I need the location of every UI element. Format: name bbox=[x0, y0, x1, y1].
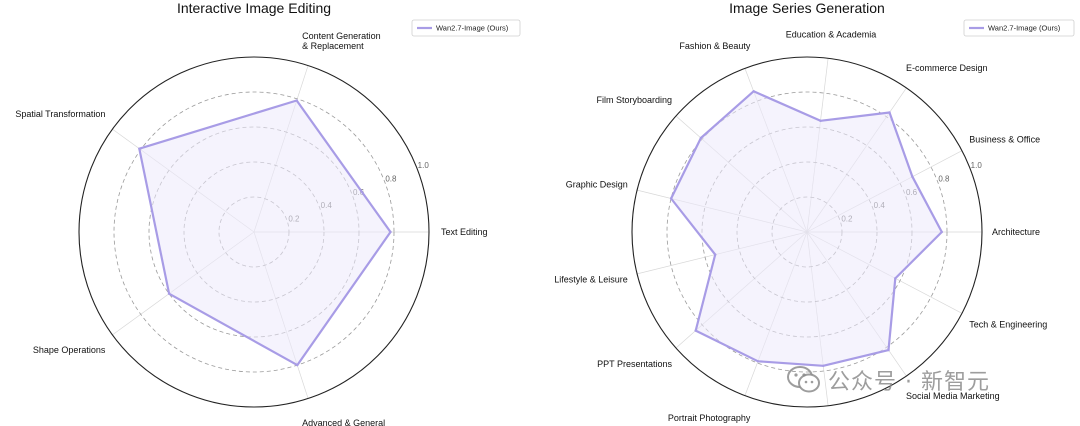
category-label-publishing-and-media: Publishing & Media bbox=[792, 425, 869, 426]
data-point bbox=[669, 197, 673, 200]
legend: Wan2.7-Image (Ours) bbox=[963, 19, 1075, 37]
data-point bbox=[940, 230, 943, 234]
data-point bbox=[389, 230, 392, 234]
legend-label: Wan2.7-Image (Ours) bbox=[436, 24, 509, 33]
data-point bbox=[699, 136, 703, 140]
radial-tick-label: 0.8 bbox=[938, 174, 950, 183]
category-label-business-and-office: Business & Office bbox=[969, 135, 1040, 145]
data-point bbox=[911, 175, 914, 178]
data-point bbox=[887, 348, 890, 352]
category-label-content-generation-and-replacement: Content Generation & Replacement bbox=[302, 31, 381, 51]
series-area-wan2-7-image-ours bbox=[669, 90, 943, 367]
data-point bbox=[894, 277, 897, 280]
category-label-film-storyboarding: Film Storyboarding bbox=[597, 95, 673, 105]
data-point bbox=[694, 329, 697, 332]
category-label-architecture: Architecture bbox=[992, 227, 1040, 237]
data-point bbox=[714, 253, 717, 256]
legend-box bbox=[411, 19, 521, 37]
data-point bbox=[296, 363, 299, 367]
series-area-wan2-7-image-ours bbox=[138, 99, 392, 367]
category-label-portrait-photography: Portrait Photography bbox=[668, 413, 751, 423]
outer-ring bbox=[78, 56, 430, 408]
category-label-tech-and-engineering: Tech & Engineering bbox=[969, 319, 1047, 329]
outer-ring bbox=[631, 56, 983, 408]
data-point bbox=[819, 119, 822, 123]
legend-box bbox=[963, 19, 1075, 37]
category-label-shape-operations: Shape Operations bbox=[33, 345, 106, 355]
chart-title: Interactive Image Editing bbox=[177, 0, 331, 16]
category-label-spatial-transformation: Spatial Transformation bbox=[15, 109, 105, 119]
legend: Wan2.7-Image (Ours) bbox=[411, 19, 521, 37]
data-point bbox=[295, 99, 298, 102]
grid-ring bbox=[113, 91, 395, 373]
chart-title: Image Series Generation bbox=[729, 0, 885, 16]
data-point bbox=[756, 360, 760, 363]
data-point bbox=[888, 111, 891, 114]
category-label-education-and-academia: Education & Academia bbox=[786, 29, 877, 39]
category-label-graphic-design: Graphic Design bbox=[566, 179, 628, 189]
category-label-ppt-presentations: PPT Presentations bbox=[597, 359, 672, 369]
category-label-social-media-marketing: Social Media Marketing bbox=[906, 391, 1000, 401]
category-label-e-commerce-design: E-commerce Design bbox=[906, 63, 988, 73]
category-label-text-editing: Text Editing bbox=[441, 227, 488, 237]
data-point bbox=[822, 364, 825, 367]
data-point bbox=[138, 147, 141, 150]
data-point bbox=[752, 90, 755, 93]
radar-chart-interactive-image-editing: Interactive Image Editing0.20.40.60.81.0… bbox=[15, 0, 521, 426]
category-label-advanced-and-general: Advanced & General bbox=[302, 418, 385, 426]
category-label-fashion-and-beauty: Fashion & Beauty bbox=[679, 41, 751, 51]
radial-tick-label: 1.0 bbox=[418, 161, 430, 170]
radial-tick-label: 0.8 bbox=[385, 174, 397, 183]
category-label-lifestyle-and-leisure: Lifestyle & Leisure bbox=[554, 275, 628, 285]
radar-chart-image-series-generation: Image Series Generation0.20.40.60.81.0Ar… bbox=[554, 0, 1075, 426]
legend-label: Wan2.7-Image (Ours) bbox=[988, 24, 1061, 33]
data-point bbox=[167, 292, 171, 295]
radial-tick-label: 1.0 bbox=[971, 161, 983, 170]
